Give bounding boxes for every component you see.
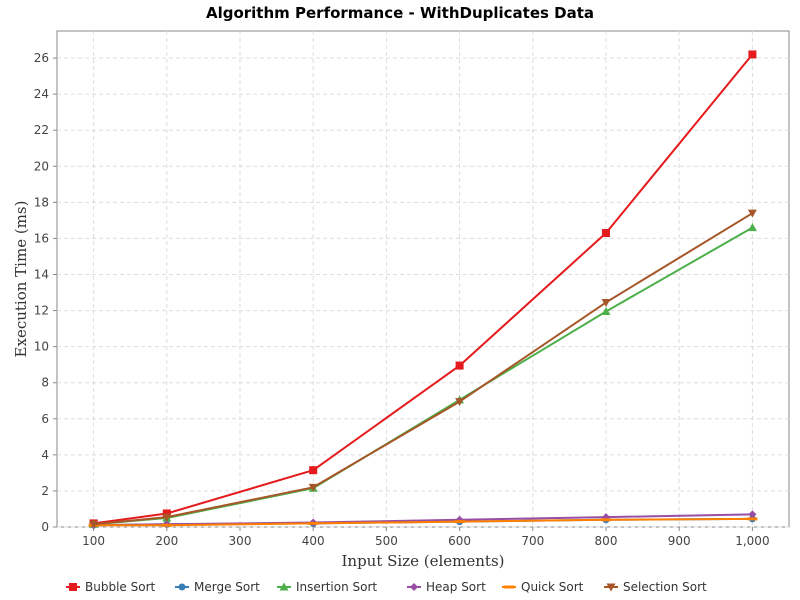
y-tick-label: 12: [34, 304, 49, 318]
x-axis: 100 200 300 400 500 600 700 800 900 1,000: [82, 527, 770, 548]
data-point: [602, 229, 610, 238]
y-tick-label: 0: [41, 520, 49, 534]
data-point: [747, 223, 757, 232]
data-point: [455, 398, 465, 407]
data-point: [455, 361, 464, 370]
legend-label: Insertion Sort: [296, 580, 377, 594]
legend-label: Merge Sort: [194, 580, 260, 594]
legend-marker: [410, 583, 418, 591]
x-tick-label: 900: [668, 534, 691, 548]
series-selection-sort: [89, 209, 757, 529]
legend-marker: [606, 583, 616, 592]
y-tick-label: 26: [34, 51, 49, 65]
y-tick-label: 14: [34, 267, 49, 281]
x-tick-label: 200: [155, 534, 178, 548]
data-point: [748, 510, 757, 519]
data-point: [162, 509, 171, 518]
y-tick-label: 2: [41, 484, 49, 498]
legend: Bubble Sort Merge Sort Insertion Sort Heap …: [66, 580, 707, 594]
y-tick-label: 8: [41, 376, 49, 390]
x-tick-label: 1,000: [735, 534, 769, 548]
series-line-selection-sort: [93, 212, 753, 526]
y-tick-label: 22: [34, 123, 49, 137]
data-point: [309, 466, 318, 475]
x-axis-label: Input Size (elements): [341, 552, 504, 570]
y-tick-label: 4: [41, 448, 49, 462]
data-point: [601, 518, 611, 522]
legend-marker: [178, 583, 186, 591]
legend-marker: [279, 582, 289, 591]
legend-marker: [69, 583, 77, 591]
data-point: [601, 298, 611, 307]
legend-item-quick-sort: Quick Sort: [502, 580, 584, 594]
legend-item-insertion-sort: Insertion Sort: [277, 580, 377, 594]
data-point: [601, 306, 611, 315]
data-point: [454, 520, 465, 524]
legend-label: Bubble Sort: [85, 580, 155, 594]
data-point: [161, 523, 172, 527]
legend-item-bubble-sort: Bubble Sort: [66, 580, 155, 594]
data-point: [308, 483, 318, 492]
y-tick-label: 18: [34, 195, 49, 209]
x-tick-label: 600: [448, 534, 471, 548]
legend-marker: [504, 585, 514, 589]
grid: [57, 31, 789, 528]
series-line-quick-sort: [93, 517, 753, 527]
series-layer: [88, 50, 758, 530]
y-tick-label: 16: [34, 231, 49, 245]
data-point: [747, 517, 758, 521]
x-tick-label: 400: [302, 534, 325, 548]
legend-label: Heap Sort: [426, 580, 486, 594]
x-tick-label: 800: [595, 534, 618, 548]
plot-area: [56, 30, 790, 528]
x-tick-label: 100: [82, 534, 105, 548]
data-point: [162, 513, 172, 522]
data-point: [89, 520, 99, 529]
chart-title: Algorithm Performance - WithDuplicates D…: [206, 4, 594, 22]
legend-label: Quick Sort: [521, 580, 584, 594]
y-tick-label: 20: [34, 159, 49, 173]
data-point: [748, 50, 757, 59]
x-tick-label: 500: [375, 534, 398, 548]
legend-item-heap-sort: Heap Sort: [407, 580, 486, 594]
data-point: [308, 521, 319, 525]
y-tick-label: 10: [34, 340, 49, 354]
data-point: [747, 209, 757, 218]
x-tick-label: 700: [521, 534, 544, 548]
legend-label: Selection Sort: [623, 580, 707, 594]
y-axis-label: Execution Time (ms): [12, 201, 30, 358]
legend-item-merge-sort: Merge Sort: [175, 580, 260, 594]
y-tick-label: 24: [34, 87, 49, 101]
legend-item-selection-sort: Selection Sort: [604, 580, 707, 594]
x-tick-label: 300: [229, 534, 252, 548]
series-line-bubble-sort: [93, 53, 754, 525]
y-tick-label: 6: [41, 412, 49, 426]
